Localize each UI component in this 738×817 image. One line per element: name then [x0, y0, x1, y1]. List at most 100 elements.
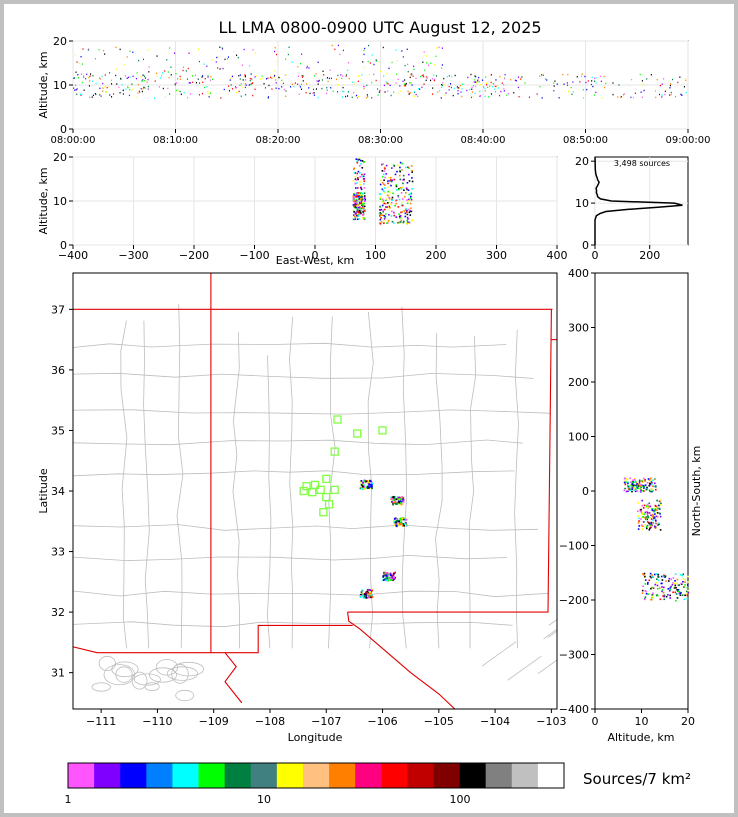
- ns-source-point: [661, 590, 663, 593]
- ns-source-point: [670, 578, 672, 581]
- ns-source-point: [644, 523, 647, 526]
- source-point: [485, 76, 487, 78]
- plan-source-point: [359, 596, 362, 598]
- ns-source-point: [624, 487, 626, 490]
- plan-source-point: [401, 517, 404, 520]
- ns-source-point: [643, 477, 645, 480]
- source-point: [227, 56, 229, 58]
- source-point: [104, 53, 106, 55]
- source-point: [600, 75, 602, 77]
- source-point: [162, 72, 164, 74]
- ns-source-point: [644, 511, 647, 514]
- plan-source-point: [402, 523, 405, 525]
- ns-source-point: [647, 516, 650, 519]
- source-point: [144, 87, 146, 89]
- ns-source-point: [636, 483, 638, 485]
- source-point: [441, 64, 443, 66]
- source-point: [351, 96, 353, 98]
- source-point: [119, 48, 121, 51]
- ns-source-point: [647, 521, 649, 523]
- ew-source-point: [400, 202, 403, 204]
- ns-source-point: [638, 520, 640, 522]
- source-point: [426, 77, 428, 80]
- source-point: [369, 62, 371, 64]
- source-point: [406, 48, 408, 50]
- source-point: [167, 87, 169, 90]
- source-point: [153, 97, 155, 99]
- ew-source-point: [398, 174, 401, 177]
- plan-source-point: [402, 497, 405, 499]
- source-point: [140, 88, 142, 90]
- plan-source-point: [364, 595, 366, 597]
- ew-source-point: [411, 177, 413, 179]
- source-point: [156, 72, 158, 75]
- ew-source-point: [398, 198, 401, 201]
- source-point: [595, 77, 597, 79]
- plan-source-point: [384, 571, 386, 574]
- ew-source-point: [379, 209, 382, 211]
- source-point: [437, 91, 439, 93]
- source-point: [434, 64, 436, 66]
- ns-source-point: [655, 522, 657, 524]
- ns-source-point: [686, 586, 689, 589]
- ns-source-point: [646, 481, 649, 484]
- source-point: [281, 79, 283, 82]
- source-point: [457, 87, 459, 89]
- plan-source-point: [361, 592, 364, 595]
- time-tick-label: 08:20:00: [256, 135, 301, 146]
- ns-source-point: [687, 591, 690, 594]
- ew-source-point: [360, 202, 362, 204]
- ew-source-point: [391, 167, 393, 169]
- source-point: [411, 73, 413, 75]
- source-point: [679, 76, 681, 78]
- source-point: [274, 70, 276, 72]
- source-point: [409, 76, 411, 79]
- source-point: [78, 77, 80, 79]
- source-point: [111, 83, 113, 85]
- ew-source-point: [382, 163, 384, 165]
- source-point: [99, 78, 101, 80]
- ns-source-point: [638, 482, 641, 484]
- ew-source-point: [362, 201, 364, 204]
- source-point: [407, 71, 409, 73]
- plan-source-point: [394, 522, 397, 525]
- plan-source-point: [394, 500, 397, 503]
- ew-source-point: [353, 211, 355, 213]
- ew-source-point: [388, 201, 391, 204]
- plan-source-point: [369, 483, 372, 486]
- plan-source-point: [402, 500, 405, 503]
- source-point: [492, 86, 494, 88]
- source-point: [386, 72, 388, 75]
- plan-source-point: [382, 571, 385, 574]
- source-point: [251, 82, 253, 84]
- source-point: [433, 79, 435, 82]
- ew-source-point: [400, 204, 403, 207]
- ns-source-point: [650, 587, 652, 590]
- source-point: [85, 78, 87, 80]
- source-point: [234, 86, 236, 88]
- source-point: [291, 61, 293, 63]
- source-point: [301, 74, 303, 77]
- ns-source-point: [641, 504, 644, 507]
- source-point: [146, 81, 148, 83]
- longitude-tick-label: −107: [311, 715, 341, 728]
- ns-source-point: [655, 512, 657, 514]
- ew-source-point: [363, 183, 365, 185]
- ns-source-point: [687, 584, 689, 586]
- plan-source-point: [396, 496, 399, 498]
- ns-source-point: [650, 525, 653, 527]
- source-point: [95, 58, 97, 60]
- source-point: [158, 86, 160, 88]
- ns-source-point: [675, 599, 677, 602]
- source-point: [252, 49, 254, 51]
- source-point: [263, 83, 265, 85]
- ew-source-point: [363, 200, 366, 202]
- ew-source-point: [380, 221, 383, 223]
- ew-source-point: [358, 157, 361, 160]
- source-point: [371, 54, 373, 56]
- ns-source-point: [629, 489, 632, 492]
- colorbar-cell: [146, 763, 173, 788]
- ns-source-point: [649, 572, 652, 575]
- ns-source-point: [644, 479, 646, 481]
- ns-source-point: [624, 480, 627, 482]
